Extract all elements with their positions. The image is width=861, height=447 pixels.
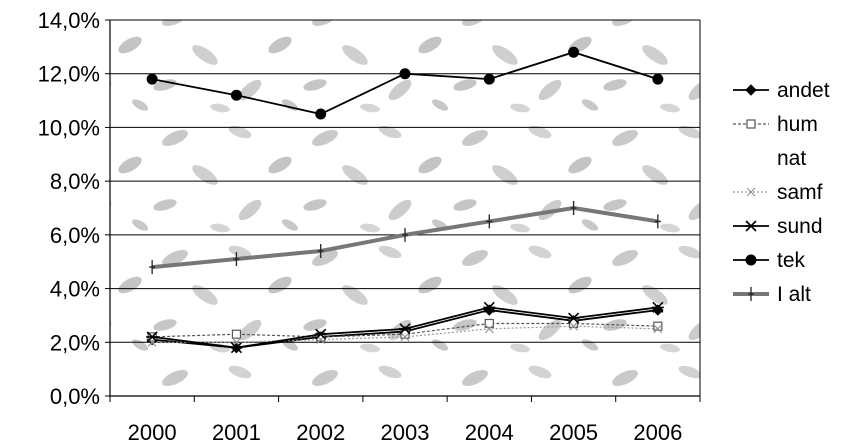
legend-label: sund: [777, 215, 823, 238]
legend-item: samf: [733, 181, 823, 204]
data-point: [653, 321, 663, 331]
data-point: [484, 324, 494, 334]
x-tick-label: 2005: [549, 420, 598, 445]
legend-item: nat: [777, 147, 806, 170]
data-point: [230, 89, 242, 101]
y-tick-label: 14,0%: [38, 8, 100, 33]
data-point: [230, 342, 243, 354]
x-tick-label: 2003: [381, 420, 430, 445]
data-point: [149, 260, 156, 275]
y-tick-label: 4,0%: [50, 277, 100, 302]
data-point: [568, 318, 579, 329]
data-point: [483, 73, 495, 85]
legend-marker: [745, 254, 757, 266]
data-point: [400, 329, 410, 339]
data-point: [233, 252, 240, 267]
data-point: [652, 73, 664, 85]
legend-item: tek: [733, 249, 806, 272]
data-point: [570, 201, 577, 215]
legend-item: andet: [733, 79, 830, 102]
data-point: [484, 318, 494, 329]
legend-label: I alt: [777, 283, 811, 306]
data-point: [402, 227, 408, 242]
legend-item: hum: [733, 113, 818, 136]
data-point: [567, 312, 580, 324]
legend-label: tek: [777, 249, 806, 272]
legend-item: I alt: [733, 283, 811, 306]
legend-label: nat: [777, 147, 806, 170]
data-point: [399, 68, 411, 80]
data-point: [315, 108, 327, 120]
data-point: [146, 331, 159, 343]
series-group: [146, 46, 664, 354]
legend-label: hum: [777, 113, 818, 136]
legend-marker: [748, 287, 754, 301]
data-point: [317, 243, 324, 258]
data-point: [316, 332, 326, 342]
legend-label: samf: [777, 181, 823, 204]
series-i-alt: [149, 201, 661, 275]
legend-marker: [746, 119, 756, 129]
data-point: [314, 328, 327, 340]
y-tick-label: 2,0%: [50, 330, 100, 355]
x-tick-label: 2006: [633, 420, 682, 445]
x-tick-label: 2004: [465, 420, 514, 445]
data-point: [146, 73, 158, 85]
y-tick-label: 0,0%: [50, 384, 100, 409]
data-point: [486, 214, 493, 229]
axes: 0,0% 2,0% 4,0% 6,0% 8,0% 10,0% 12,0% 14,0% 2000 2…: [38, 8, 701, 445]
y-tick-label: 10,0%: [38, 115, 100, 140]
data-point: [651, 301, 664, 313]
legend-marker: [745, 84, 757, 96]
data-point: [653, 324, 663, 334]
legend-marker: [745, 220, 757, 232]
legend-label: andet: [777, 79, 830, 102]
data-point: [399, 323, 411, 335]
series-sund: [146, 301, 664, 354]
data-point: [483, 301, 496, 313]
x-tick-label: 2002: [296, 420, 345, 445]
data-point: [654, 214, 661, 229]
data-point: [569, 321, 578, 331]
data-point: [568, 46, 580, 58]
y-tick-label: 6,0%: [50, 223, 100, 248]
legend-item: sund: [733, 215, 823, 238]
data-point: [400, 332, 410, 342]
y-tick-label: 12,0%: [38, 62, 100, 87]
data-point: [231, 329, 242, 339]
legend-marker: [746, 187, 756, 197]
series-tek: [146, 46, 664, 120]
y-tick-label: 8,0%: [50, 169, 100, 194]
legend: andet hum nat samf sund tek I alt: [733, 79, 830, 306]
x-tick-label: 2000: [128, 420, 177, 445]
x-tick-label: 2001: [212, 420, 261, 445]
